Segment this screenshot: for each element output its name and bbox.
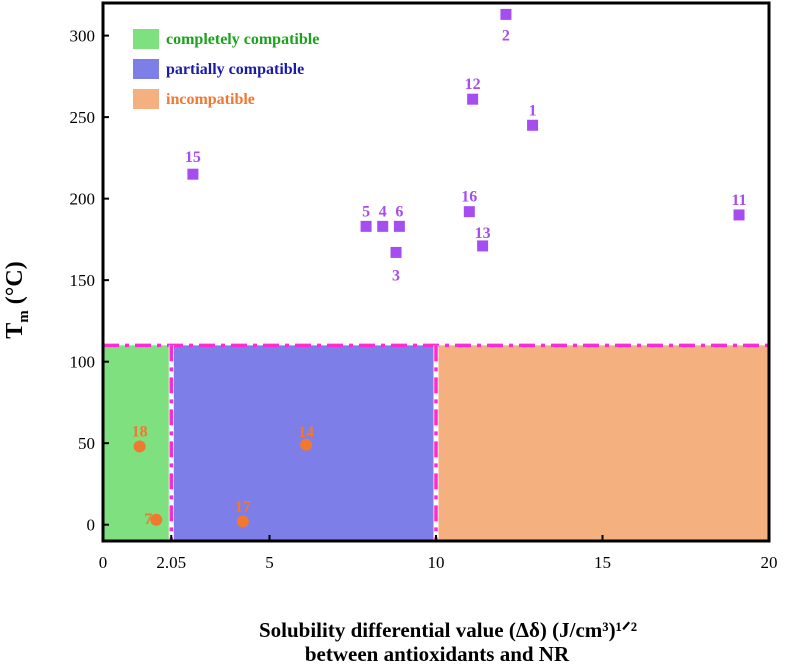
region-incompatible [436, 345, 769, 541]
point-label-1: 1 [529, 102, 537, 119]
y-tick-label: 150 [70, 271, 96, 290]
legend-swatch-0 [133, 29, 159, 49]
point-label-4: 4 [379, 203, 387, 220]
y-tick-label: 100 [70, 353, 96, 372]
point-marker-12 [467, 93, 479, 105]
point-marker-4 [377, 220, 389, 232]
point-label-7: 7 [144, 511, 152, 528]
point-marker-2 [500, 8, 512, 20]
y-axis-title-symbol: T [2, 323, 28, 339]
point-marker-14 [300, 438, 313, 451]
y-axis-title-unit: (°C) [2, 261, 28, 304]
point-label-17: 17 [235, 498, 251, 515]
point-marker-6 [393, 220, 405, 232]
y-axis-title-subscript: m [16, 310, 32, 323]
y-tick-label: 200 [70, 190, 96, 209]
x-tick-label: 10 [428, 553, 445, 572]
y-axis-title: Tm (°C) [2, 261, 32, 338]
legend: completely compatible partially compatibl… [133, 29, 319, 109]
y-tick-label: 250 [70, 108, 96, 127]
point-label-3: 3 [392, 267, 400, 284]
y-tick-label: 0 [87, 516, 96, 535]
point-marker-3 [390, 246, 402, 258]
x-tick-label: 5 [265, 553, 274, 572]
point-marker-17 [236, 515, 249, 528]
legend-swatch-2 [133, 89, 159, 109]
x-tick-label: 15 [594, 553, 611, 572]
point-marker-18 [133, 440, 146, 453]
point-label-5: 5 [362, 203, 370, 220]
point-marker-13 [477, 240, 489, 252]
point-label-12: 12 [465, 76, 481, 93]
point-label-13: 13 [475, 225, 491, 242]
x-tick-label: 0 [99, 553, 108, 572]
x-axis-title-line1: Solubility differential value (Δδ) (J/cm… [259, 618, 637, 642]
point-marker-15 [187, 168, 199, 180]
y-tick-label: 50 [78, 434, 95, 453]
region-boundaries [103, 343, 769, 541]
point-label-16: 16 [461, 189, 477, 206]
x-tick-label: 2.05 [156, 553, 186, 572]
legend-label-1: partially compatible [166, 61, 304, 78]
point-marker-5 [360, 220, 372, 232]
point-label-14: 14 [298, 424, 314, 441]
point-marker-7 [150, 513, 163, 526]
x-axis-title-line2: between antioxidants and NR [305, 642, 570, 666]
point-label-18: 18 [132, 423, 148, 440]
point-marker-11 [733, 209, 745, 221]
point-marker-1 [527, 119, 539, 131]
y-tick-label: 300 [70, 27, 96, 46]
legend-swatch-1 [133, 59, 159, 79]
legend-label-0: completely compatible [166, 31, 319, 48]
point-label-11: 11 [731, 192, 746, 209]
legend-label-2: incompatible [166, 91, 255, 108]
point-label-15: 15 [185, 149, 201, 166]
point-label-2: 2 [502, 27, 510, 44]
x-tick-label: 20 [761, 553, 778, 572]
point-marker-16 [463, 206, 475, 218]
point-label-6: 6 [395, 203, 403, 220]
svg-text:Tm(°C): Tm (°C) [2, 261, 32, 338]
